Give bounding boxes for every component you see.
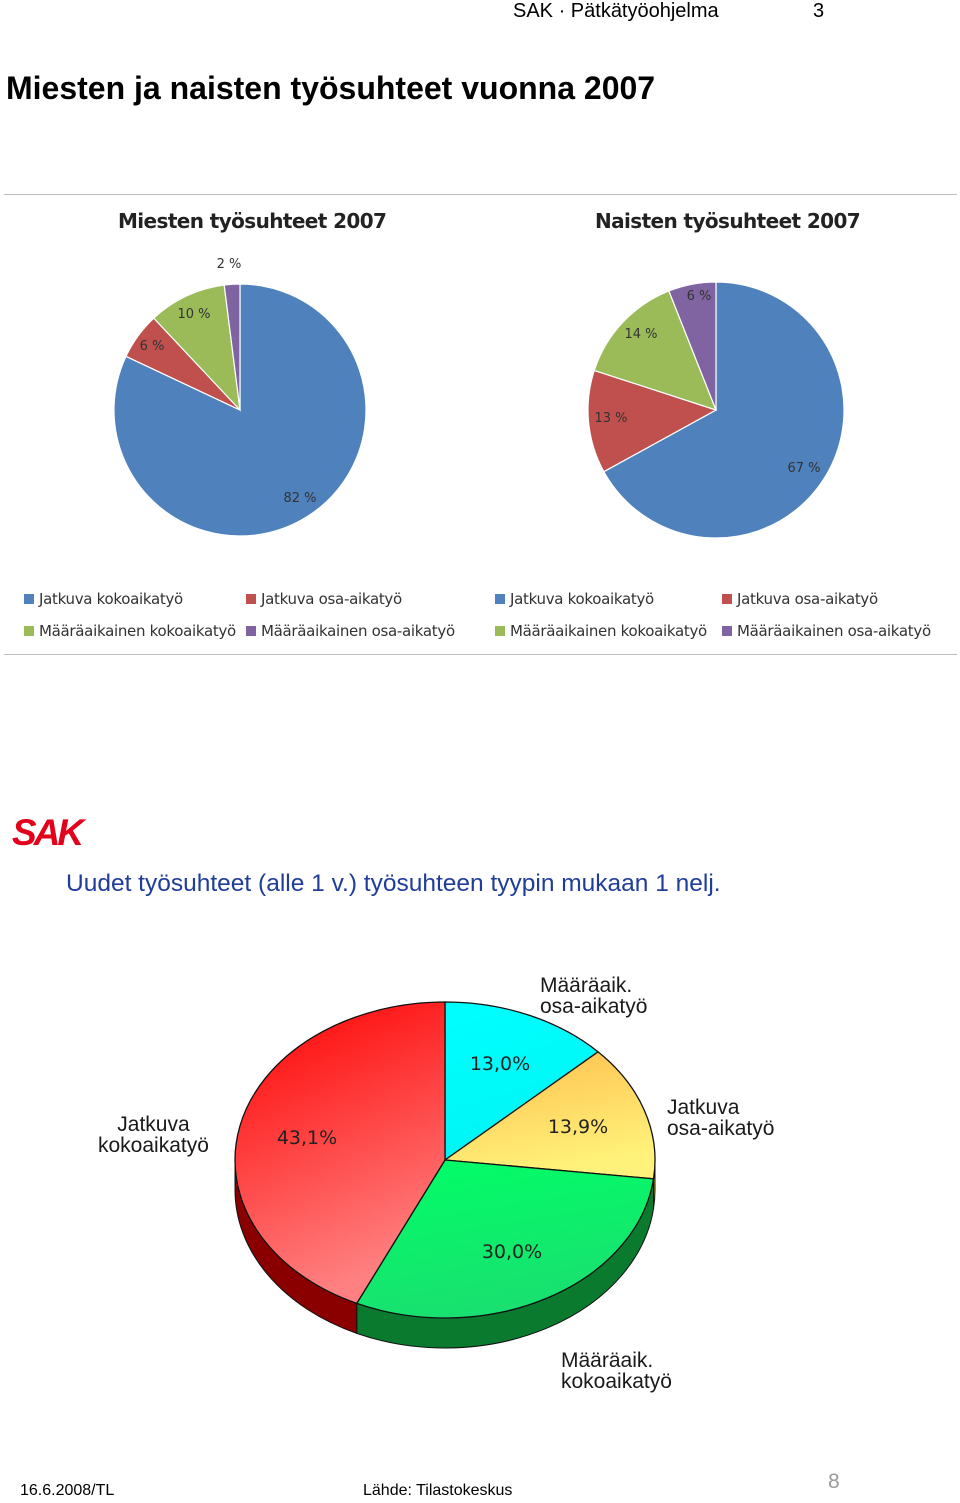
legend-swatch — [722, 594, 732, 604]
new-employment-3d-pie: 13,0% 13,9% 30,0% 43,1% — [234, 1001, 656, 1349]
pie-slice — [444, 1001, 600, 1162]
data-label: 6 % — [687, 289, 712, 304]
legend-swatch — [24, 626, 34, 636]
document-header: SAK · Pätkätyöohjelma — [513, 0, 719, 22]
pie-slice — [668, 281, 717, 411]
sak-logo: SAK — [12, 812, 84, 853]
category-label: Jatkuva osa-aikatyö — [667, 1096, 775, 1140]
women-legend-item: Määräaikainen osa-aikatyö — [722, 622, 931, 640]
data-label: 13,0% — [470, 1053, 530, 1075]
women-legend-item: Jatkuva kokoaikatyö — [495, 590, 654, 608]
men-pie-chart: 82 % 6 % 10 % 2 % — [113, 257, 367, 537]
data-label: 14 % — [624, 327, 657, 342]
data-label: 2 % — [217, 257, 242, 272]
pie-slice — [593, 290, 718, 411]
data-label: 43,1% — [277, 1127, 337, 1149]
legend-swatch — [246, 594, 256, 604]
legend-swatch — [24, 594, 34, 604]
legend-label: Määräaikainen kokoaikatyö — [510, 622, 707, 640]
footer-source: Lähde: Tilastokeskus — [363, 1482, 513, 1499]
men-legend-item: Jatkuva kokoaikatyö — [24, 590, 183, 608]
category-label: Määräaik. osa-aikatyö — [540, 974, 648, 1018]
legend-label: Jatkuva kokoaikatyö — [510, 590, 654, 608]
figure-top-border — [4, 194, 957, 195]
pie-slice — [223, 283, 241, 411]
pie-slice — [587, 369, 718, 473]
pie-slice — [234, 1001, 446, 1305]
women-pie-chart: 67 % 13 % 14 % 6 % — [587, 281, 845, 539]
legend-swatch — [495, 626, 505, 636]
men-chart-title: Miesten työsuhteet 2007 — [118, 209, 387, 233]
women-chart-title: Naisten työsuhteet 2007 — [595, 209, 861, 233]
legend-label: Määräaikainen osa-aikatyö — [261, 622, 455, 640]
women-legend-item: Määräaikainen kokoaikatyö — [495, 622, 707, 640]
category-label: Jatkuva kokoaikatyö — [98, 1113, 209, 1157]
pie-slice — [443, 1051, 656, 1180]
legend-label: Jatkuva kokoaikatyö — [39, 590, 183, 608]
data-label: 10 % — [177, 307, 210, 322]
legend-swatch — [722, 626, 732, 636]
legend-label: Jatkuva osa-aikatyö — [737, 590, 878, 608]
legend-swatch — [495, 594, 505, 604]
pie-slice — [152, 284, 241, 412]
data-label: 30,0% — [482, 1241, 542, 1263]
pie-slice — [603, 281, 845, 539]
pie-slice — [113, 283, 367, 537]
data-label: 82 % — [283, 491, 316, 506]
data-label: 13,9% — [548, 1116, 608, 1138]
men-legend-item: Jatkuva osa-aikatyö — [246, 590, 402, 608]
pie-slice — [355, 1159, 655, 1319]
footer-date: 16.6.2008/TL — [20, 1482, 115, 1499]
legend-label: Määräaikainen osa-aikatyö — [737, 622, 931, 640]
data-label: 67 % — [787, 461, 820, 476]
legend-label: Määräaikainen kokoaikatyö — [39, 622, 236, 640]
page-title: Miesten ja naisten työsuhteet vuonna 200… — [6, 70, 656, 106]
legend-swatch — [246, 626, 256, 636]
men-legend-item: Määräaikainen osa-aikatyö — [246, 622, 455, 640]
data-label: 6 % — [140, 339, 165, 354]
slide-number: 8 — [828, 1470, 840, 1493]
data-label: 13 % — [594, 411, 627, 426]
category-label: Määräaik. kokoaikatyö — [561, 1349, 672, 1393]
women-legend-item: Jatkuva osa-aikatyö — [722, 590, 878, 608]
slide-title: Uudet työsuhteet (alle 1 v.) työsuhteen … — [66, 870, 721, 897]
figure-bottom-border — [4, 654, 957, 655]
legend-label: Jatkuva osa-aikatyö — [261, 590, 402, 608]
men-legend-item: Määräaikainen kokoaikatyö — [24, 622, 236, 640]
page-number: 3 — [813, 0, 825, 22]
